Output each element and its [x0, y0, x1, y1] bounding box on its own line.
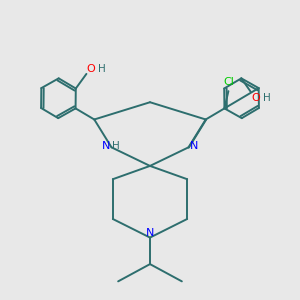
Text: H: H — [98, 64, 106, 74]
Text: O: O — [87, 64, 96, 74]
Text: N: N — [146, 228, 154, 238]
Text: N: N — [190, 141, 199, 151]
Text: Cl: Cl — [223, 77, 234, 87]
Text: O: O — [251, 93, 260, 103]
Text: H: H — [263, 93, 270, 103]
Text: H: H — [112, 141, 120, 151]
Text: N: N — [101, 141, 110, 151]
